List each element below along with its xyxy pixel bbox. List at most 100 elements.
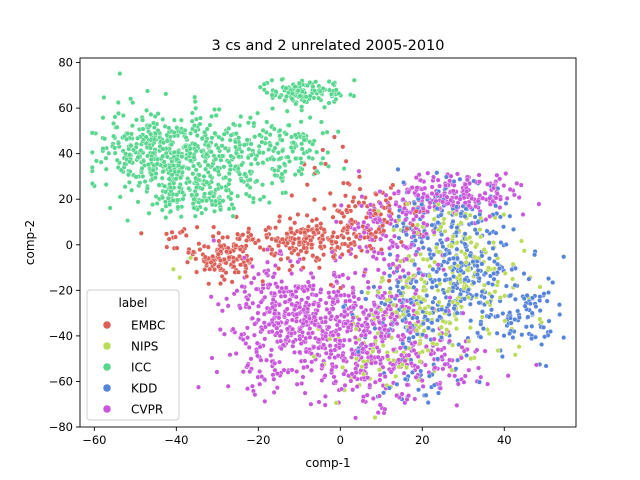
data-point-cvpr	[462, 200, 468, 206]
data-point-kdd	[432, 295, 438, 301]
data-point-embc	[317, 244, 323, 250]
data-point-cvpr	[497, 176, 503, 182]
data-point-kdd	[410, 334, 416, 340]
data-point-kdd	[512, 282, 518, 288]
data-point-embc	[208, 259, 214, 265]
data-point-nips	[486, 265, 492, 271]
data-point-icc	[144, 185, 150, 191]
data-point-icc	[316, 95, 322, 101]
data-point-cvpr	[367, 211, 373, 217]
data-point-cvpr	[300, 374, 306, 380]
data-point-cvpr	[432, 365, 438, 371]
data-point-cvpr	[209, 355, 215, 361]
data-point-icc	[296, 80, 302, 86]
data-point-embc	[215, 264, 221, 270]
data-point-icc	[269, 77, 275, 83]
data-point-nips	[400, 362, 406, 368]
data-point-cvpr	[257, 381, 263, 387]
data-point-embc	[183, 232, 189, 238]
data-point-embc	[344, 207, 350, 213]
data-point-kdd	[529, 310, 535, 316]
data-point-embc	[304, 212, 310, 218]
data-point-cvpr	[350, 351, 356, 357]
data-point-icc	[173, 176, 179, 182]
data-point-kdd	[408, 300, 414, 306]
data-point-icc	[330, 81, 336, 87]
data-point-embc	[242, 263, 248, 269]
data-point-cvpr	[395, 333, 401, 339]
data-point-cvpr	[342, 309, 348, 315]
data-point-icc	[298, 119, 304, 125]
data-point-icc	[150, 120, 156, 126]
data-point-icc	[228, 132, 234, 138]
data-point-cvpr	[359, 194, 365, 200]
data-point-icc	[307, 115, 313, 121]
data-point-nips	[510, 261, 516, 267]
data-point-embc	[302, 229, 308, 235]
data-point-nips	[414, 310, 420, 316]
data-point-nips	[417, 341, 423, 347]
data-point-cvpr	[386, 333, 392, 339]
data-point-icc	[275, 150, 281, 156]
data-point-embc	[387, 195, 393, 201]
data-point-icc	[179, 154, 185, 160]
data-point-icc	[312, 88, 318, 94]
data-point-cvpr	[504, 195, 510, 201]
data-point-embc	[334, 234, 340, 240]
data-point-icc	[311, 95, 317, 101]
data-point-nips	[450, 342, 456, 348]
data-point-embc	[207, 266, 213, 272]
data-point-kdd	[557, 312, 563, 318]
data-point-embc	[300, 265, 306, 271]
data-point-icc	[204, 179, 210, 185]
data-point-kdd	[479, 309, 485, 315]
data-point-embc	[341, 180, 347, 186]
data-point-icc	[285, 154, 291, 160]
data-point-cvpr	[415, 354, 421, 360]
data-point-embc	[223, 270, 229, 276]
data-point-cvpr	[316, 303, 322, 309]
data-point-cvpr	[313, 292, 319, 298]
data-point-icc	[261, 194, 267, 200]
data-point-cvpr	[268, 352, 274, 358]
data-point-icc	[182, 127, 188, 133]
data-point-kdd	[413, 279, 419, 285]
data-point-embc	[329, 238, 335, 244]
data-point-cvpr	[497, 204, 503, 210]
data-point-cvpr	[476, 365, 482, 371]
data-point-cvpr	[262, 324, 268, 330]
data-point-kdd	[402, 376, 408, 382]
data-point-cvpr	[265, 246, 271, 252]
data-point-cvpr	[350, 285, 356, 291]
data-point-cvpr	[487, 213, 493, 219]
data-point-nips	[537, 316, 543, 322]
data-point-embc	[386, 278, 392, 284]
data-point-icc	[213, 198, 219, 204]
data-point-kdd	[458, 291, 464, 297]
data-point-icc	[314, 149, 320, 155]
data-point-icc	[156, 182, 162, 188]
data-point-cvpr	[406, 393, 412, 399]
data-point-cvpr	[323, 300, 329, 306]
data-point-cvpr	[353, 370, 359, 376]
data-point-cvpr	[307, 326, 313, 332]
data-point-nips	[441, 216, 447, 222]
data-point-icc	[192, 99, 198, 105]
data-point-cvpr	[311, 314, 317, 320]
data-point-cvpr	[359, 323, 365, 329]
data-point-nips	[491, 240, 497, 246]
data-point-cvpr	[353, 340, 359, 346]
data-point-cvpr	[361, 229, 367, 235]
data-point-icc	[314, 168, 320, 174]
data-point-embc	[233, 242, 239, 248]
data-point-embc	[301, 256, 307, 262]
y-tick-label: −60	[49, 374, 73, 388]
data-point-icc	[227, 177, 233, 183]
data-point-nips	[420, 349, 426, 355]
data-point-cvpr	[258, 289, 264, 295]
data-point-nips	[405, 201, 411, 207]
data-point-embc	[266, 224, 272, 230]
data-point-kdd	[363, 296, 369, 302]
data-point-icc	[110, 120, 116, 126]
